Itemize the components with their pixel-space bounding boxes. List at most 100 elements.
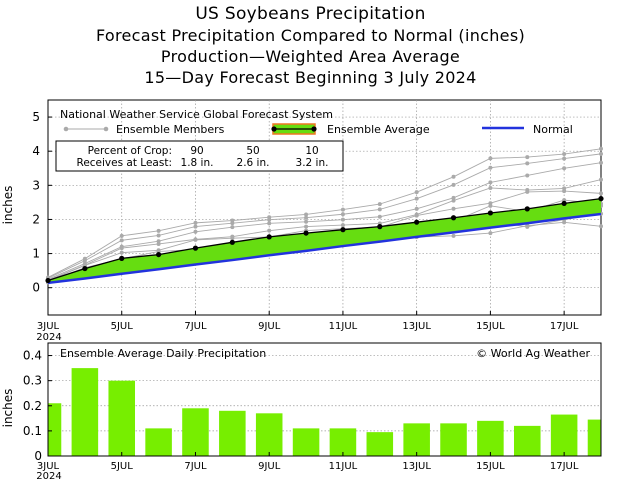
forecast-year-label: 2024 xyxy=(36,332,61,343)
ensemble-average-point xyxy=(414,219,420,225)
legend-members-label: Ensemble Members xyxy=(116,123,225,136)
ensemble-member-point xyxy=(599,177,603,182)
ensemble-member-line xyxy=(47,148,602,278)
chart-title: US Soybeans Precipitation xyxy=(195,4,426,24)
credit-text: © World Ag Weather xyxy=(476,347,590,360)
ensemble-member-point xyxy=(599,191,603,196)
crop-table-row1-label: Percent of Crop: xyxy=(88,145,172,157)
daily-x-tick-label: 13JUL xyxy=(402,461,431,472)
daily-bars xyxy=(48,368,601,456)
ensemble-member-point xyxy=(488,180,493,185)
ensemble-member-point xyxy=(340,212,345,217)
forecast-panel-title: National Weather Service Global Forecast… xyxy=(60,108,333,121)
ensemble-member-point xyxy=(156,241,161,246)
ensemble-member-point xyxy=(451,182,456,187)
ensemble-member-point xyxy=(156,228,161,233)
ensemble-member-point xyxy=(451,174,456,179)
daily-precip-panel: 0 0.1 0.2 0.3 0.4 3JUL 5JUL 7JUL 9JUL 11JUL 13JUL… xyxy=(1,342,602,482)
ensemble-member-point xyxy=(193,229,198,234)
ensemble-average-point xyxy=(377,224,383,230)
legend-members-marker xyxy=(63,126,69,132)
ensemble-member-point xyxy=(525,224,530,229)
forecast-y-tick-label: 0 xyxy=(32,281,40,295)
ensemble-member-point xyxy=(599,224,603,229)
daily-precip-bar xyxy=(477,420,504,456)
forecast-x-tick-label: 17JUL xyxy=(550,321,579,332)
daily-precip-bar xyxy=(440,423,467,456)
ensemble-member-point xyxy=(451,195,456,200)
ensemble-member-point xyxy=(119,233,124,238)
ensemble-average-point xyxy=(303,230,309,236)
crop-percent-table: Percent of Crop: 90 50 10 Receives at Le… xyxy=(55,140,344,172)
ensemble-average-points xyxy=(45,196,604,284)
ensemble-average-point xyxy=(45,277,51,284)
daily-y-tick-label: 0.2 xyxy=(23,399,42,413)
ensemble-average-point xyxy=(229,239,235,245)
ensemble-member-point xyxy=(193,237,198,242)
daily-year-label: 2024 xyxy=(36,471,61,482)
legend-average-marker xyxy=(311,126,317,132)
forecast-x-tick-label: 5JUL xyxy=(111,321,134,332)
crop-table-row2-value: 2.6 in. xyxy=(237,157,270,169)
daily-x-ticks: 3JUL 5JUL 7JUL 9JUL 11JUL 13JUL 15JUL 17JUL xyxy=(37,452,579,472)
forecast-y-tick-label: 5 xyxy=(32,110,40,124)
ensemble-average-point xyxy=(82,265,88,272)
ensemble-member-point xyxy=(377,202,382,207)
ensemble-member-point xyxy=(488,156,493,161)
ensemble-average-point xyxy=(266,234,272,240)
chart-subtitle: Forecast Precipitation Compared to Norma… xyxy=(95,26,525,45)
ensemble-range-band xyxy=(48,198,601,283)
forecast-y-tick-label: 2 xyxy=(32,212,40,226)
daily-x-tick-label: 3JUL xyxy=(37,461,60,472)
daily-precip-bar xyxy=(329,428,357,456)
forecast-panel: 0 1 2 3 4 5 3JUL 5JUL 7JUL 9JUL 11JUL 13JUL 15JUL 17… xyxy=(1,99,604,343)
daily-y-tick-label: 0.3 xyxy=(23,374,42,388)
ensemble-member-point xyxy=(82,256,87,261)
ensemble-member-point xyxy=(377,214,382,219)
ensemble-member-point xyxy=(488,231,493,236)
daily-gridlines xyxy=(48,355,601,432)
ensemble-average-point xyxy=(598,196,604,202)
ensemble-member-point xyxy=(599,146,603,151)
crop-table-row1-value: 50 xyxy=(246,145,259,157)
ensemble-member-point xyxy=(414,212,419,217)
ensemble-average-point xyxy=(524,206,530,212)
ensemble-member-point xyxy=(156,248,161,253)
legend-members-marker xyxy=(103,126,109,132)
ensemble-average-point xyxy=(450,215,457,221)
forecast-y-tick-label: 3 xyxy=(32,178,40,192)
ensemble-member-point xyxy=(156,239,161,244)
ensemble-member-line xyxy=(47,153,602,279)
ensemble-member-point xyxy=(525,155,530,160)
forecast-x-ticks: 3JUL 5JUL 7JUL 9JUL 11JUL 13JUL 15JUL 17JUL xyxy=(37,311,579,332)
forecast-y-ticks: 0 1 2 3 4 5 xyxy=(32,110,52,295)
ensemble-member-point xyxy=(451,206,456,211)
crop-table-frame xyxy=(55,140,344,172)
ensemble-member-point xyxy=(377,207,382,212)
daily-y-tick-label: 0 xyxy=(34,449,42,463)
ensemble-member-point xyxy=(525,188,530,193)
daily-precip-bar xyxy=(366,432,394,456)
chart-titles: US Soybeans Precipitation Forecast Preci… xyxy=(0,4,621,88)
daily-panel-title: Ensemble Average Daily Precipitation xyxy=(60,347,266,360)
crop-table-row2-value: 3.2 in. xyxy=(296,157,329,169)
ensemble-member-point xyxy=(562,166,567,171)
daily-precip-bar xyxy=(587,419,601,456)
forecast-y-tick-label: 4 xyxy=(32,144,40,158)
forecast-x-tick-label: 7JUL xyxy=(184,321,207,332)
ensemble-member-point xyxy=(562,152,567,157)
forecast-x-tick-label: 9JUL xyxy=(258,321,281,332)
daily-x-tick-label: 5JUL xyxy=(111,461,134,472)
chart-subtitle-2: Production—Weighted Area Average xyxy=(160,47,461,66)
forecast-x-tick-label: 11JUL xyxy=(329,321,358,332)
ensemble-member-point xyxy=(267,221,272,226)
ensemble-member-point xyxy=(267,228,272,233)
ensemble-average-point xyxy=(487,210,493,216)
ensemble-average-line xyxy=(47,197,602,282)
ensemble-member-point xyxy=(230,218,235,223)
crop-table-row2-label: Receives at Least: xyxy=(77,157,173,169)
daily-precip-bar xyxy=(71,368,99,456)
ensemble-member-point xyxy=(488,165,493,170)
ensemble-member-point xyxy=(562,186,567,191)
